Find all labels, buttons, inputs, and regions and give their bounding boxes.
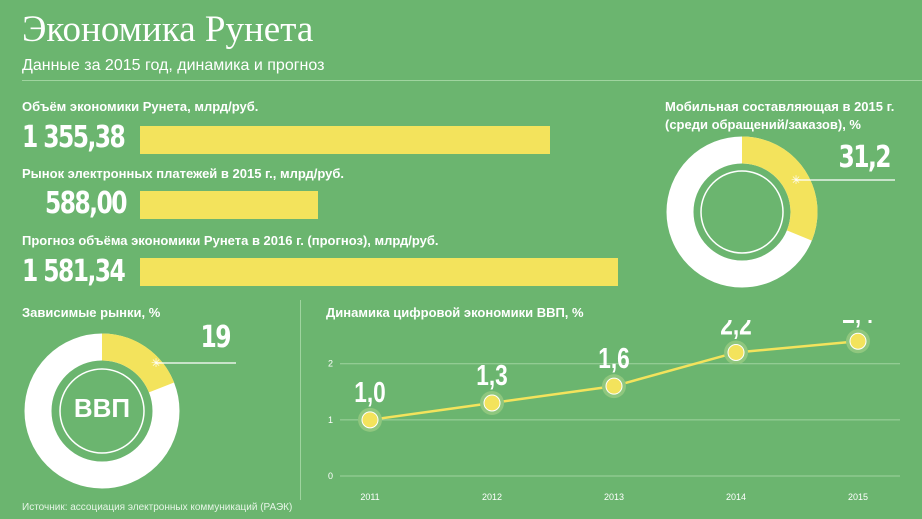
data-point xyxy=(361,411,379,429)
mobile-label-line1: Мобильная составляющая в 2015 г. xyxy=(665,99,895,114)
dependent-donut: ✳ xyxy=(24,333,236,489)
bar-runet-volume xyxy=(140,126,550,154)
section-divider xyxy=(300,300,301,500)
header-divider xyxy=(22,80,922,81)
y-tick-label: 1 xyxy=(328,415,333,425)
dependent-leader-star: ✳ xyxy=(151,356,161,370)
data-point-label: 1,0 xyxy=(354,375,385,408)
chart-grid xyxy=(340,363,900,477)
bar-e-payments xyxy=(140,191,318,219)
mobile-label-line2: (среди обращений/заказов), % xyxy=(665,117,861,132)
dependent-label: Зависимые рынки, % xyxy=(22,305,161,320)
data-point-label: 2,2 xyxy=(720,320,751,341)
bar-label-e-payments: Рынок электронных платежей в 2015 г., мл… xyxy=(22,166,344,181)
dependent-donut-share xyxy=(101,333,175,393)
mobile-donut-inner-ring xyxy=(700,170,784,254)
x-tick-label: 2014 xyxy=(726,492,746,502)
dependent-center-text: ВВП xyxy=(73,393,131,423)
data-point xyxy=(605,377,623,395)
mobile-value: 31,2 xyxy=(838,140,891,175)
line-chart-title: Динамика цифровой экономики ВВП, % xyxy=(326,305,584,320)
data-point xyxy=(727,343,745,361)
dependent-value: 19 xyxy=(200,320,232,355)
x-tick-label: 2012 xyxy=(482,492,502,502)
chart-y-ticks: 0 1 2 xyxy=(328,359,333,481)
page-title: Экономика Рунета xyxy=(22,9,314,50)
bar-value-forecast-2016: 1 581,34 xyxy=(22,254,126,289)
bar-value-runet-volume: 1 355,38 xyxy=(22,120,126,155)
chart-x-ticks: 2011 2012 2013 2014 2015 xyxy=(360,492,868,502)
data-point-label: 1,6 xyxy=(598,341,629,374)
bar-label-forecast-2016: Прогноз объёма экономики Рунета в 2016 г… xyxy=(22,233,439,248)
mobile-donut-share xyxy=(741,136,818,241)
data-point xyxy=(483,394,501,412)
bar-value-e-payments: 588,00 xyxy=(45,186,128,221)
mobile-leader-star: ✳ xyxy=(791,173,801,187)
bar-forecast-2016 xyxy=(140,258,618,286)
page-subtitle: Данные за 2015 год, динамика и прогноз xyxy=(22,57,325,74)
data-point-label: 1,3 xyxy=(476,358,507,391)
x-tick-label: 2013 xyxy=(604,492,624,502)
source-note: Источник: ассоциация электронных коммуни… xyxy=(22,502,293,513)
y-tick-label: 2 xyxy=(328,359,333,369)
chart-points: 1,0 1,3 1,6 2,2 2,4 xyxy=(354,320,874,432)
y-tick-label: 0 xyxy=(328,471,333,481)
dependent-donut-center xyxy=(59,368,145,454)
mobile-donut: ✳ xyxy=(666,136,895,288)
x-tick-label: 2015 xyxy=(848,492,868,502)
data-point-label: 2,4 xyxy=(842,320,874,330)
x-tick-label: 2011 xyxy=(360,492,379,502)
gdp-line-chart: 0 1 2 1,0 1,3 1,6 2,2 2,4 2011 2012 2013 2014 2015 xyxy=(328,320,900,502)
bar-label-runet-volume: Объём экономики Рунета, млрд/руб. xyxy=(22,99,259,114)
data-point xyxy=(849,332,867,350)
